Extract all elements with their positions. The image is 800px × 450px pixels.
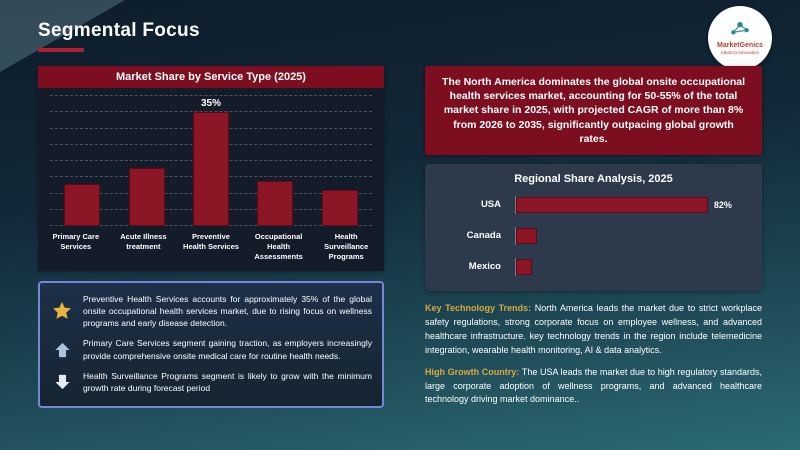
bar <box>516 227 538 244</box>
bar-value-label: 35% <box>201 98 222 110</box>
regional-chart-title: Regional Share Analysis, 2025 <box>514 172 673 185</box>
bar <box>257 180 294 226</box>
note-text: North America leads the market due to st… <box>425 302 762 355</box>
regional-bars: USA 82% Canada Mexico <box>437 195 750 276</box>
region-notes: Key Technology Trends: North America lea… <box>425 302 762 408</box>
right-column: The North America dominates the global o… <box>425 66 762 415</box>
star-icon <box>50 300 74 322</box>
bar-column <box>50 96 114 226</box>
insight-row: Primary Care Services segment gaining tr… <box>50 337 372 361</box>
regional-bar-row: Mexico <box>437 257 750 276</box>
note-label: High Growth Country: <box>425 366 522 377</box>
regional-bar-row: USA 82% <box>437 195 750 214</box>
x-axis-label: Health Surveillance Programs <box>324 232 369 261</box>
x-axis-label: Primary Care Services <box>52 232 100 251</box>
arrow-down-icon <box>50 372 74 392</box>
x-axis-label: Acute Illness treatment <box>120 232 167 251</box>
note-paragraph: Key Technology Trends: North America lea… <box>425 302 762 358</box>
regional-bar-row: Canada <box>437 226 750 245</box>
insight-text: Primary Care Services segment gaining tr… <box>83 338 372 361</box>
bar-track: 82% <box>515 195 750 214</box>
note-paragraph: High Growth Country: The USA leads the m… <box>425 366 762 408</box>
bar <box>516 258 533 275</box>
bar-track <box>515 257 750 276</box>
bar-column <box>243 96 307 226</box>
insights-panel: Preventive Health Services accounts for … <box>38 281 384 408</box>
bar <box>193 112 230 226</box>
region-label: Canada <box>466 230 501 242</box>
insight-row: Preventive Health Services accounts for … <box>50 293 372 329</box>
bar <box>128 167 165 226</box>
region-label: Mexico <box>468 261 501 273</box>
bar-column <box>114 96 178 226</box>
bar-value-label: 82% <box>713 199 732 210</box>
insight-row: Health Surveillance Programs segment is … <box>50 370 372 394</box>
regional-share-chart: Regional Share Analysis, 2025 USA 82% Cana… <box>425 163 762 291</box>
insight-text: Preventive Health Services accounts for … <box>83 294 372 329</box>
x-axis-label: Occupational Health Assessments <box>254 232 303 261</box>
service-chart-plot: 35% <box>50 95 372 226</box>
left-column: Market Share by Service Type (2025) 35% … <box>38 66 384 408</box>
service-chart-title: Market Share by Service Type (2025) <box>38 66 384 88</box>
note-text: The USA leads the market due to high reg… <box>425 366 762 405</box>
x-axis-label: Preventive Health Services <box>183 232 239 251</box>
service-share-chart: Market Share by Service Type (2025) 35% … <box>38 66 384 272</box>
bar-track <box>515 226 750 245</box>
bar-column <box>308 96 372 226</box>
corner-accent-shape <box>0 0 125 72</box>
gridline <box>50 95 372 96</box>
page-title: Segmental Focus <box>38 20 200 41</box>
gridline <box>50 111 372 113</box>
logo-brand-text: MarketGenics <box>717 42 763 50</box>
header: Segmental Focus <box>38 20 200 52</box>
bar <box>516 196 708 213</box>
brand-logo: MarketGenics Ideas to Innovation <box>708 6 772 70</box>
bar <box>64 183 101 226</box>
north-america-highlight: The North America dominates the global o… <box>425 66 762 155</box>
note-label: Key Technology Trends: <box>425 302 535 313</box>
title-underline <box>38 48 84 52</box>
service-chart-xlabels: Primary Care Services Acute Illness treat… <box>42 232 380 271</box>
bar-columns: 35% <box>50 96 372 226</box>
bar <box>321 190 358 226</box>
logo-tagline-text: Ideas to Innovation <box>720 50 760 56</box>
arrow-up-icon <box>50 340 74 360</box>
insight-text: Health Surveillance Programs segment is … <box>83 370 372 393</box>
bar-column: 35% <box>179 96 243 226</box>
region-label: USA <box>480 199 501 211</box>
molecule-icon <box>729 20 751 42</box>
